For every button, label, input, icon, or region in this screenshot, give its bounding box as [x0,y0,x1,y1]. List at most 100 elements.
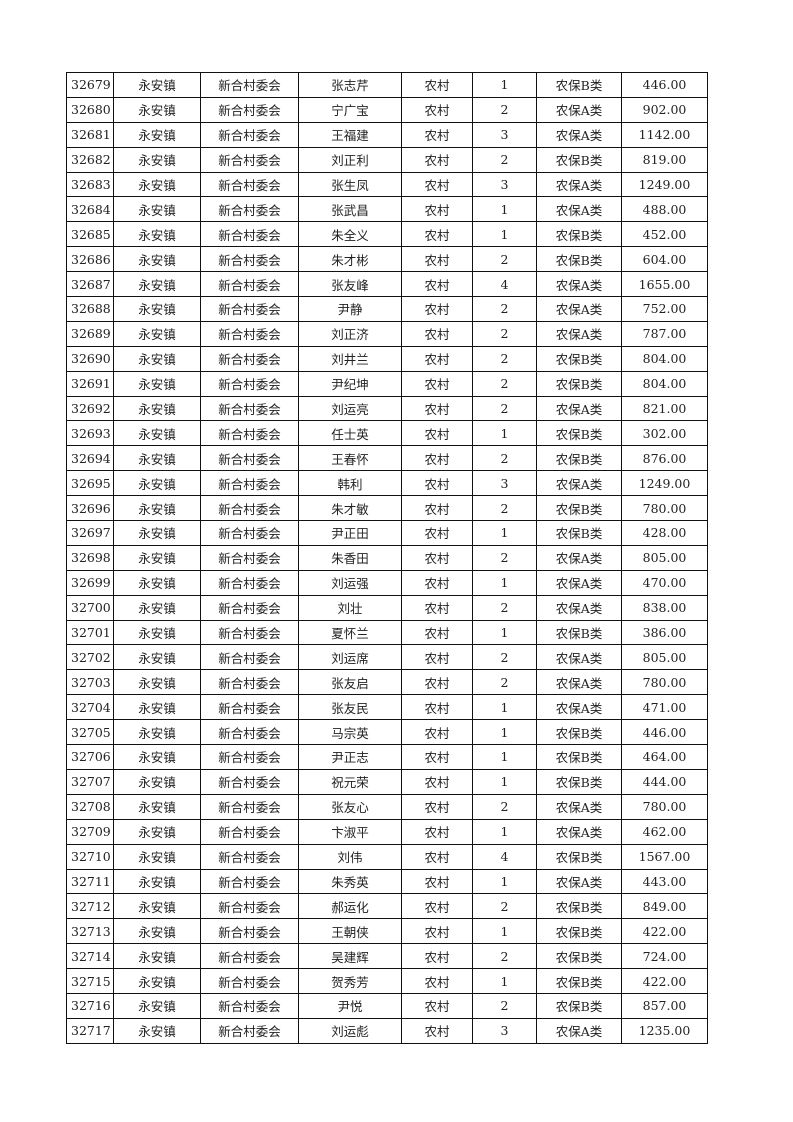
family-size-cell: 2 [472,246,537,273]
household-type-cell: 农村 [401,146,473,173]
amount-cell: 428.00 [621,520,708,546]
insurance-category-cell: 农保B类 [536,420,622,447]
record-id-cell: 32714 [66,943,114,970]
table-row: 32701 永安镇 新合村委会 夏怀兰 农村 1 农保B类 386.00 [66,619,708,646]
person-name-cell: 王春怀 [298,445,402,472]
table-row: 32686 永安镇 新合村委会 朱才彬 农村 2 农保B类 604.00 [66,246,708,273]
insurance-category-cell: 农保A类 [536,171,622,198]
town-cell: 永安镇 [113,121,201,148]
household-type-cell: 农村 [401,768,473,795]
town-cell: 永安镇 [113,445,201,472]
person-name-cell: 朱才敏 [298,495,402,522]
household-type-cell: 农村 [401,644,473,671]
village-committee-cell: 新合村委会 [200,619,299,646]
town-cell: 永安镇 [113,196,201,223]
insurance-category-cell: 农保A类 [536,544,622,571]
insurance-category-cell: 农保B类 [536,520,622,546]
amount-cell: 805.00 [621,644,708,671]
village-committee-cell: 新合村委会 [200,744,299,770]
amount-cell: 422.00 [621,918,708,945]
record-id-cell: 32716 [66,992,114,1019]
family-size-cell: 1 [472,569,537,596]
family-size-cell: 2 [472,992,537,1019]
insurance-category-cell: 农保A类 [536,868,622,895]
household-type-cell: 农村 [401,495,473,522]
family-size-cell: 2 [472,445,537,472]
family-size-cell: 2 [472,495,537,522]
table-row: 32694 永安镇 新合村委会 王春怀 农村 2 农保B类 876.00 [66,445,708,472]
table-row: 32700 永安镇 新合村委会 刘壮 农村 2 农保A类 838.00 [66,594,708,621]
amount-cell: 446.00 [621,719,708,746]
amount-cell: 804.00 [621,345,708,372]
table-row: 32702 永安镇 新合村委会 刘运席 农村 2 农保A类 805.00 [66,644,708,671]
table-body: 32679 永安镇 新合村委会 张志芹 农村 1 农保B类 446.00 32680 永安镇 新合村… [66,72,708,1044]
family-size-cell: 1 [472,918,537,945]
insurance-category-cell: 农保B类 [536,495,622,522]
family-size-cell: 1 [472,520,537,546]
household-type-cell: 农村 [401,619,473,646]
town-cell: 永安镇 [113,146,201,173]
village-committee-cell: 新合村委会 [200,719,299,746]
household-type-cell: 农村 [401,296,473,322]
town-cell: 永安镇 [113,818,201,845]
table-row: 32681 永安镇 新合村委会 王福建 农村 3 农保A类 1142.00 [66,121,708,148]
person-name-cell: 吴建辉 [298,943,402,970]
household-type-cell: 农村 [401,395,473,422]
household-type-cell: 农村 [401,843,473,870]
household-type-cell: 农村 [401,992,473,1019]
village-committee-cell: 新合村委会 [200,569,299,596]
person-name-cell: 王福建 [298,121,402,148]
village-committee-cell: 新合村委会 [200,370,299,397]
record-id-cell: 32711 [66,868,114,895]
amount-cell: 1655.00 [621,271,708,298]
person-name-cell: 张生凤 [298,171,402,198]
family-size-cell: 2 [472,544,537,571]
town-cell: 永安镇 [113,569,201,596]
household-type-cell: 农村 [401,669,473,696]
household-type-cell: 农村 [401,918,473,945]
family-size-cell: 1 [472,744,537,770]
record-id-cell: 32707 [66,768,114,795]
person-name-cell: 朱才彬 [298,246,402,273]
records-table: 32679 永安镇 新合村委会 张志芹 农村 1 农保B类 446.00 32680 永安镇 新合村… [66,72,708,1044]
amount-cell: 876.00 [621,445,708,472]
insurance-category-cell: 农保B类 [536,744,622,770]
person-name-cell: 刘正济 [298,320,402,347]
town-cell: 永安镇 [113,719,201,746]
village-committee-cell: 新合村委会 [200,918,299,945]
household-type-cell: 农村 [401,345,473,372]
person-name-cell: 刘运亮 [298,395,402,422]
village-committee-cell: 新合村委会 [200,271,299,298]
table-row: 32717 永安镇 新合村委会 刘运彪 农村 3 农保A类 1235.00 [66,1017,708,1044]
town-cell: 永安镇 [113,495,201,522]
table-row: 32685 永安镇 新合村委会 朱全义 农村 1 农保B类 452.00 [66,221,708,248]
amount-cell: 1567.00 [621,843,708,870]
amount-cell: 462.00 [621,818,708,845]
family-size-cell: 2 [472,793,537,820]
family-size-cell: 2 [472,395,537,422]
person-name-cell: 张志芹 [298,72,402,98]
village-committee-cell: 新合村委会 [200,171,299,198]
village-committee-cell: 新合村委会 [200,943,299,970]
family-size-cell: 2 [472,669,537,696]
family-size-cell: 1 [472,619,537,646]
person-name-cell: 卞淑平 [298,818,402,845]
person-name-cell: 张友民 [298,694,402,721]
table-row: 32695 永安镇 新合村委会 韩利 农村 3 农保A类 1249.00 [66,470,708,497]
insurance-category-cell: 农保A类 [536,644,622,671]
table-row: 32714 永安镇 新合村委会 吴建辉 农村 2 农保B类 724.00 [66,943,708,970]
amount-cell: 805.00 [621,544,708,571]
amount-cell: 604.00 [621,246,708,273]
amount-cell: 386.00 [621,619,708,646]
table-row: 32698 永安镇 新合村委会 朱香田 农村 2 农保A类 805.00 [66,544,708,571]
amount-cell: 444.00 [621,768,708,795]
family-size-cell: 1 [472,719,537,746]
village-committee-cell: 新合村委会 [200,793,299,820]
village-committee-cell: 新合村委会 [200,893,299,920]
person-name-cell: 尹正志 [298,744,402,770]
family-size-cell: 1 [472,694,537,721]
person-name-cell: 张友峰 [298,271,402,298]
amount-cell: 780.00 [621,669,708,696]
insurance-category-cell: 农保B类 [536,943,622,970]
insurance-category-cell: 农保A类 [536,669,622,696]
